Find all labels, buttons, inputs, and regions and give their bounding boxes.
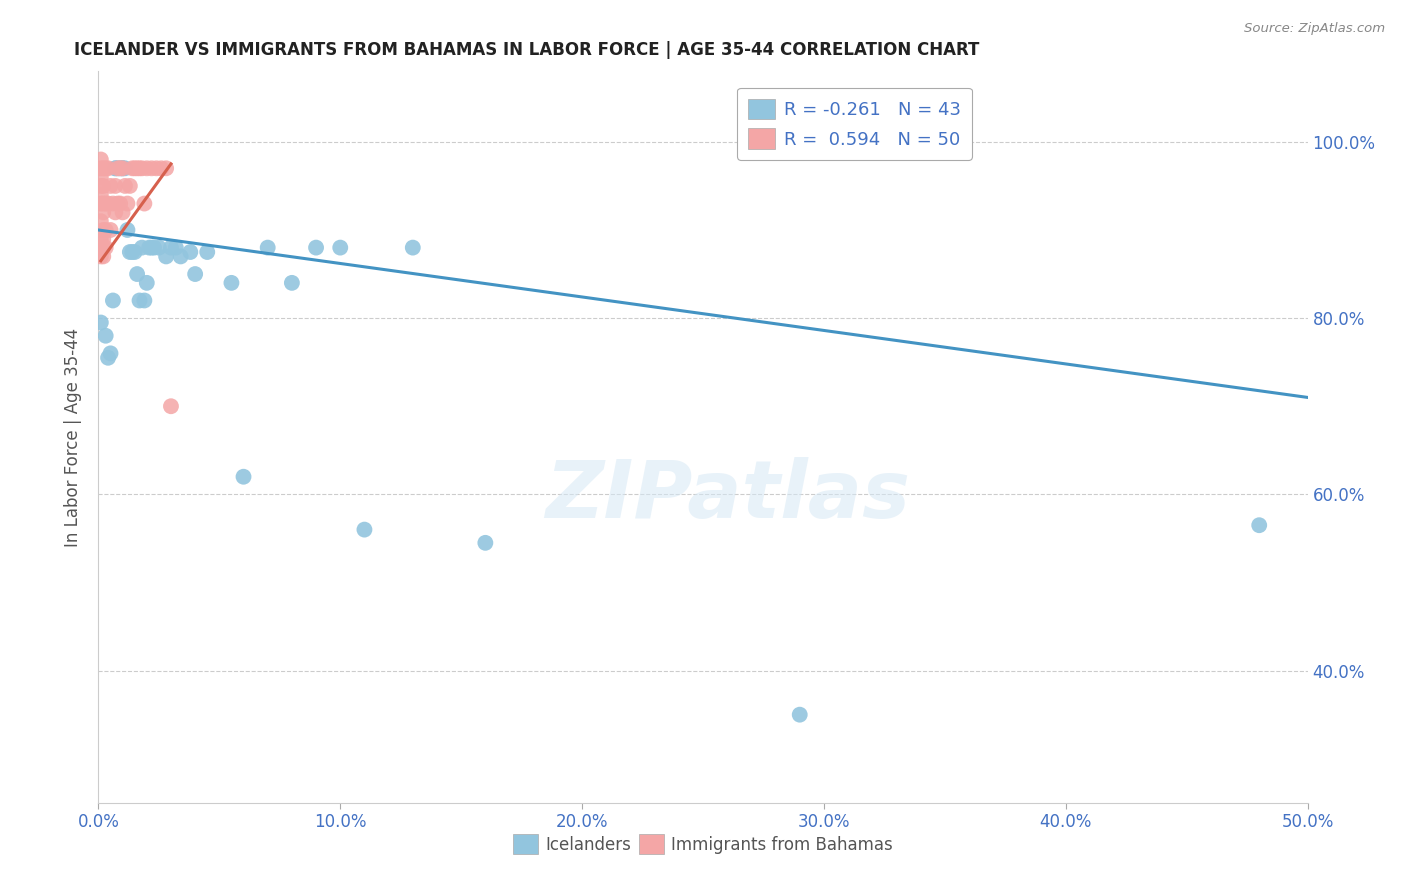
Point xyxy=(221,276,243,290)
Point xyxy=(97,196,120,211)
Point xyxy=(101,196,124,211)
Point xyxy=(138,241,160,255)
Point xyxy=(90,196,112,211)
Point xyxy=(104,205,127,219)
Point xyxy=(160,399,183,413)
Point xyxy=(134,293,156,308)
Point xyxy=(100,346,122,360)
Point xyxy=(131,241,153,255)
Point xyxy=(184,267,207,281)
Point xyxy=(90,214,112,228)
Point xyxy=(256,241,278,255)
Point xyxy=(97,161,120,176)
Point xyxy=(91,223,114,237)
Point xyxy=(91,161,114,176)
Point xyxy=(353,523,375,537)
Point xyxy=(165,241,187,255)
Point xyxy=(91,249,114,263)
Point xyxy=(94,196,117,211)
Point xyxy=(91,241,114,255)
Point xyxy=(329,241,352,255)
Point xyxy=(143,241,166,255)
Point xyxy=(94,241,117,255)
Point xyxy=(94,223,117,237)
Point xyxy=(117,196,139,211)
Point xyxy=(91,196,114,211)
Point xyxy=(111,205,134,219)
Point xyxy=(101,293,124,308)
Point xyxy=(104,161,127,176)
Point xyxy=(135,276,157,290)
Point xyxy=(90,161,112,176)
Point xyxy=(90,178,112,193)
Point xyxy=(232,469,254,483)
Point xyxy=(145,161,167,176)
Point xyxy=(111,161,134,176)
Point xyxy=(124,161,146,176)
Point xyxy=(100,223,122,237)
Legend: Icelanders, Immigrants from Bahamas: Icelanders, Immigrants from Bahamas xyxy=(506,828,900,860)
Point xyxy=(141,241,163,255)
Point xyxy=(90,232,112,246)
Point xyxy=(1249,518,1271,533)
Point xyxy=(305,241,328,255)
Point xyxy=(114,161,136,176)
Point xyxy=(127,161,149,176)
Point xyxy=(97,351,120,365)
Point xyxy=(90,249,112,263)
Point xyxy=(91,205,114,219)
Point xyxy=(789,707,811,722)
Point xyxy=(107,196,129,211)
Point xyxy=(474,536,496,550)
Point xyxy=(121,245,143,260)
Point xyxy=(91,178,114,193)
Point xyxy=(107,161,129,176)
Point xyxy=(281,276,304,290)
Point xyxy=(134,196,156,211)
Point xyxy=(155,161,177,176)
Point xyxy=(90,316,112,330)
Point xyxy=(179,245,201,260)
Point xyxy=(135,161,157,176)
Point xyxy=(127,267,149,281)
Point xyxy=(128,161,150,176)
Point xyxy=(94,161,117,176)
Y-axis label: In Labor Force | Age 35-44: In Labor Force | Age 35-44 xyxy=(65,327,83,547)
Point xyxy=(100,178,122,193)
Point xyxy=(169,249,191,263)
Point xyxy=(114,178,136,193)
Point xyxy=(107,161,129,176)
Point xyxy=(121,161,143,176)
Point xyxy=(155,249,177,263)
Point xyxy=(131,161,153,176)
Point xyxy=(90,170,112,185)
Point xyxy=(148,241,170,255)
Point xyxy=(90,241,112,255)
Point xyxy=(128,293,150,308)
Point xyxy=(91,232,114,246)
Point xyxy=(160,241,183,255)
Text: ICELANDER VS IMMIGRANTS FROM BAHAMAS IN LABOR FORCE | AGE 35-44 CORRELATION CHAR: ICELANDER VS IMMIGRANTS FROM BAHAMAS IN … xyxy=(75,41,980,59)
Point xyxy=(108,161,131,176)
Point xyxy=(118,178,141,193)
Point xyxy=(111,161,134,176)
Text: Source: ZipAtlas.com: Source: ZipAtlas.com xyxy=(1244,22,1385,36)
Point xyxy=(108,161,131,176)
Point xyxy=(150,161,173,176)
Point xyxy=(108,196,131,211)
Point xyxy=(94,328,117,343)
Text: ZIPatlas: ZIPatlas xyxy=(544,457,910,534)
Point xyxy=(141,161,163,176)
Point xyxy=(104,161,127,176)
Point xyxy=(117,223,139,237)
Point xyxy=(111,161,134,176)
Point xyxy=(104,178,127,193)
Point xyxy=(195,245,218,260)
Point xyxy=(118,245,141,260)
Point xyxy=(124,245,146,260)
Point xyxy=(90,153,112,167)
Point xyxy=(402,241,425,255)
Point xyxy=(90,187,112,202)
